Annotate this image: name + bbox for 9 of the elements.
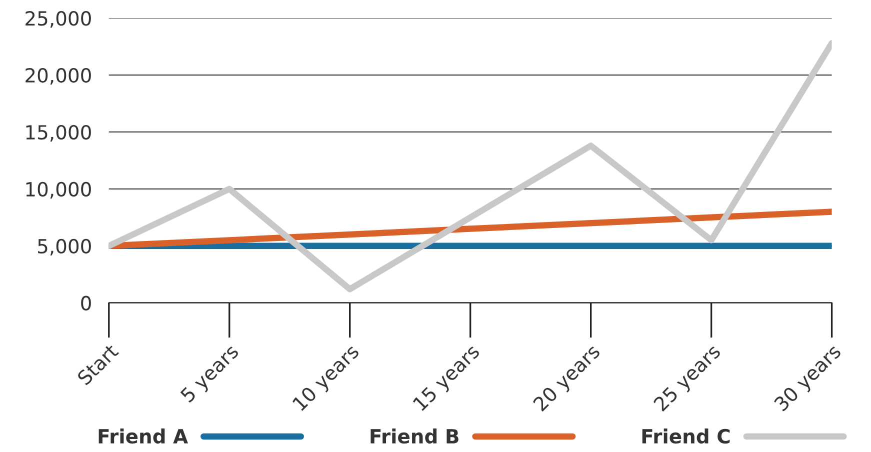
y-tick-label: 20,000	[26, 68, 91, 85]
legend-label: Friend B	[370, 428, 458, 444]
y-tick-label: 5,000	[38, 238, 91, 256]
legend-label: Friend C	[642, 428, 730, 444]
legend-label: Friend A	[98, 428, 188, 444]
y-tick-label: 15,000	[26, 124, 91, 142]
y-tick-label: 0	[81, 296, 91, 311]
y-tick-label: 10,000	[26, 182, 91, 199]
y-tick-label: 25,000	[26, 11, 91, 28]
